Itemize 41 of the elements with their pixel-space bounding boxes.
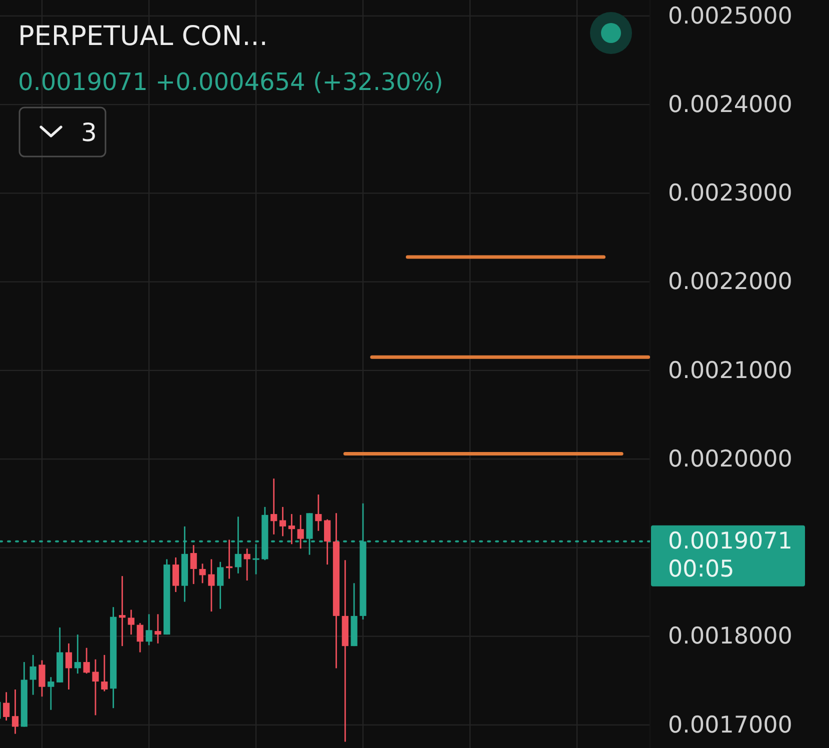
- y-tick-label: 0.0022000: [668, 269, 792, 296]
- candlestick: [101, 654, 108, 692]
- candlestick: [217, 561, 224, 610]
- annotation: 3: [81, 118, 97, 147]
- candlestick: [154, 613, 162, 644]
- candlestick: [92, 658, 99, 716]
- candlestick: [128, 609, 134, 636]
- candlestick: [315, 494, 322, 532]
- candlestick: [3, 691, 10, 722]
- dropdown-button: 3: [18, 106, 106, 158]
- y-tick-label: 0.0018000: [668, 624, 792, 650]
- text: 00:05: [668, 556, 734, 582]
- text: PERPETUAL CON...: [18, 21, 268, 52]
- candlestick: [136, 622, 144, 653]
- candlestick: [244, 548, 250, 582]
- y-tick-label: 0.0023000: [668, 180, 792, 207]
- candlestick: [65, 642, 72, 690]
- candlestick: [172, 556, 180, 593]
- candlestick: [38, 660, 46, 698]
- y-tick-label: 0.0025000: [668, 3, 792, 30]
- candlestick: [190, 544, 197, 585]
- candlestick: [30, 654, 36, 696]
- candlestick: [48, 676, 54, 711]
- candlestick: [12, 688, 19, 735]
- ref-line-label: 0.0019071: [668, 528, 792, 554]
- y-tick-label: 0.0017000: [668, 712, 792, 738]
- y-tick-label: 0.0020000: [668, 446, 792, 472]
- text: 0.0019071 +0.0004654 (+32.30%): [18, 68, 444, 96]
- candlestick: [74, 634, 81, 674]
- candlestick: [297, 514, 304, 550]
- candlestick: [146, 613, 152, 646]
- y-tick-label: 0.0024000: [668, 92, 792, 118]
- candlestick: [288, 513, 295, 545]
- candlestick: [279, 506, 286, 537]
- candlestick: [208, 558, 215, 612]
- y-tick-label: 0.0021000: [668, 358, 792, 384]
- candlestick: [324, 518, 331, 566]
- candlestick: [118, 575, 126, 647]
- candlestick: [270, 478, 278, 536]
- candlestick: [199, 562, 206, 584]
- candlestick: [83, 647, 90, 674]
